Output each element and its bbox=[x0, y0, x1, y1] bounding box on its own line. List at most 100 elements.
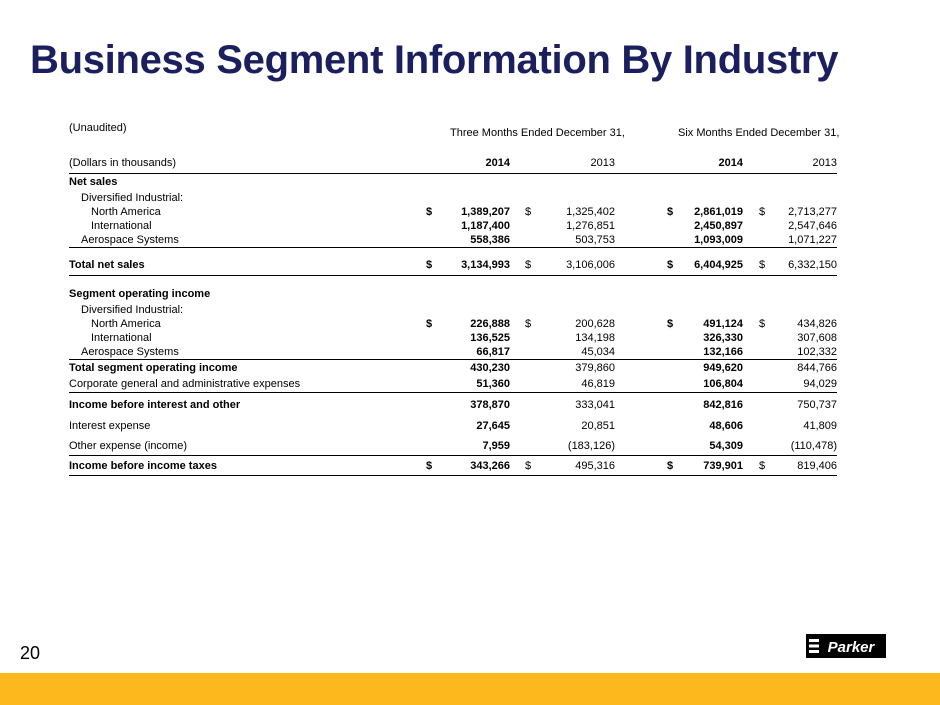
row-value-col-3: 739,901 bbox=[703, 460, 743, 472]
row-value-col-2: 333,041 bbox=[575, 399, 615, 411]
year-col-4: 2013 bbox=[812, 157, 837, 169]
row-value-col-2: (183,126) bbox=[567, 440, 615, 452]
currency-symbol: $ bbox=[667, 318, 674, 330]
row-value-col-1: 27,645 bbox=[476, 420, 510, 432]
currency-symbol: $ bbox=[525, 460, 532, 472]
table-row: Segment operating income bbox=[69, 286, 837, 303]
row-value-col-2: 1,325,402 bbox=[566, 206, 615, 218]
row-value-col-3: 491,124 bbox=[703, 318, 743, 330]
table-row: Net sales bbox=[69, 174, 837, 191]
currency-symbol: $ bbox=[525, 318, 532, 330]
dollars-note: (Dollars in thousands) bbox=[69, 157, 176, 169]
currency-symbol: $ bbox=[667, 460, 674, 472]
row-value-col-2: 134,198 bbox=[575, 332, 615, 344]
row-value-col-1: 378,870 bbox=[470, 399, 510, 411]
row-value-col-4: 844,766 bbox=[797, 362, 837, 374]
row-value-col-2: 495,316 bbox=[575, 460, 615, 472]
currency-symbol: $ bbox=[667, 259, 674, 271]
row-value-col-2: 45,034 bbox=[581, 346, 615, 358]
currency-symbol: $ bbox=[525, 259, 532, 271]
table-row: International 136,525 134,198 326,330 307,60… bbox=[69, 331, 837, 345]
row-value-col-4: 41,809 bbox=[803, 420, 837, 432]
row-value-col-3: 48,606 bbox=[709, 420, 743, 432]
row-value-col-1: 1,187,400 bbox=[461, 220, 510, 232]
currency-symbol: $ bbox=[759, 460, 766, 472]
row-value-col-4: 102,332 bbox=[797, 346, 837, 358]
row-value-col-4: 819,406 bbox=[797, 460, 837, 472]
row-value-col-2: 1,276,851 bbox=[566, 220, 615, 232]
six-months-heading: Six Months Ended December 31, bbox=[678, 127, 840, 139]
three-months-heading: Three Months Ended December 31, bbox=[450, 127, 625, 139]
year-col-3: 2014 bbox=[718, 157, 743, 169]
row-value-col-2: 503,753 bbox=[575, 234, 615, 246]
table-header: (Unaudited) Three Months Ended December … bbox=[69, 120, 840, 157]
table-row: Diversified Industrial: bbox=[69, 303, 837, 317]
row-value-col-1: 136,525 bbox=[470, 332, 510, 344]
currency-symbol: $ bbox=[759, 206, 766, 218]
row-value-col-1: 66,817 bbox=[476, 346, 510, 358]
row-label: Aerospace Systems bbox=[81, 346, 179, 358]
row-value-col-2: 379,860 bbox=[575, 362, 615, 374]
row-label: Diversified Industrial: bbox=[81, 304, 184, 316]
row-value-col-3: 326,330 bbox=[703, 332, 743, 344]
table-row: North America 226,888 $200,628 $491,124 $434… bbox=[69, 317, 837, 331]
row-value-col-1: 343,266 bbox=[470, 460, 510, 472]
currency-symbol: $ bbox=[759, 318, 766, 330]
table-body: Net sales Diversified Industrial: North Am… bbox=[69, 174, 837, 476]
column-header-row: (Dollars in thousands) 2014 2013 2014 20… bbox=[69, 157, 837, 174]
currency-symbol: $ bbox=[525, 206, 532, 218]
table-row: Total net sales 3,134,993 $3,106,006 $6,404… bbox=[69, 256, 837, 276]
parker-logo: Parker bbox=[806, 634, 886, 658]
row-value-col-1: 558,386 bbox=[470, 234, 510, 246]
row-value-col-3: 54,309 bbox=[709, 440, 743, 452]
table-row: North America 1,389,207 $1,325,402 $2,861,0… bbox=[69, 205, 837, 219]
row-value-col-3: 2,861,019 bbox=[694, 206, 743, 218]
row-value-col-3: 6,404,925 bbox=[694, 259, 743, 271]
row-label: Other expense (income) bbox=[69, 440, 187, 452]
row-value-col-1: 51,360 bbox=[476, 378, 510, 390]
table-row: International 1,187,400 1,276,851 2,450,897… bbox=[69, 219, 837, 233]
row-value-col-2: 46,819 bbox=[581, 378, 615, 390]
table-row: Aerospace Systems 66,817 45,034 132,166 102,… bbox=[69, 345, 837, 360]
row-label: Income before income taxes bbox=[69, 460, 217, 472]
row-value-col-1: 226,888 bbox=[470, 318, 510, 330]
row-value-col-1: 1,389,207 bbox=[461, 206, 510, 218]
row-label: Net sales bbox=[69, 176, 118, 188]
row-label: International bbox=[91, 220, 152, 232]
currency-symbol: $ bbox=[426, 259, 433, 271]
row-label: North America bbox=[91, 318, 161, 330]
row-value-col-3: 842,816 bbox=[703, 399, 743, 411]
unaudited-note: (Unaudited) bbox=[69, 122, 127, 134]
table-row: Income before interest and other 378,870 3… bbox=[69, 396, 837, 415]
currency-symbol: $ bbox=[426, 318, 433, 330]
table-row: Total segment operating income 430,230 379… bbox=[69, 360, 837, 376]
row-value-col-4: 94,029 bbox=[803, 378, 837, 390]
row-value-col-3: 2,450,897 bbox=[694, 220, 743, 232]
row-value-col-4: 1,071,227 bbox=[788, 234, 837, 246]
footer-bar bbox=[0, 673, 940, 705]
currency-symbol: $ bbox=[667, 206, 674, 218]
logo-text: Parker bbox=[828, 639, 876, 656]
row-value-col-1: 430,230 bbox=[470, 362, 510, 374]
row-label: Total net sales bbox=[69, 259, 145, 271]
currency-symbol: $ bbox=[426, 460, 433, 472]
row-value-col-2: 200,628 bbox=[575, 318, 615, 330]
table-row: Diversified Industrial: bbox=[69, 191, 837, 205]
row-label: Total segment operating income bbox=[69, 362, 238, 374]
row-value-col-3: 1,093,009 bbox=[694, 234, 743, 246]
currency-symbol: $ bbox=[759, 259, 766, 271]
year-col-1: 2014 bbox=[485, 157, 510, 169]
table-row: Aerospace Systems 558,386 503,753 1,093,009… bbox=[69, 233, 837, 248]
row-label: North America bbox=[91, 206, 161, 218]
row-label: International bbox=[91, 332, 152, 344]
row-label: Aerospace Systems bbox=[81, 234, 179, 246]
page-number: 20 bbox=[20, 643, 41, 663]
row-label: Corporate general and administrative exp… bbox=[69, 378, 301, 390]
row-label: Income before interest and other bbox=[69, 399, 241, 411]
row-label: Interest expense bbox=[69, 420, 151, 432]
row-value-col-4: 2,713,277 bbox=[788, 206, 837, 218]
table-row: Corporate general and administrative exp… bbox=[69, 376, 837, 393]
table-row: Interest expense 27,645 20,851 48,606 41,809 bbox=[69, 418, 837, 435]
year-col-2: 2013 bbox=[590, 157, 615, 169]
row-value-col-2: 3,106,006 bbox=[566, 259, 615, 271]
